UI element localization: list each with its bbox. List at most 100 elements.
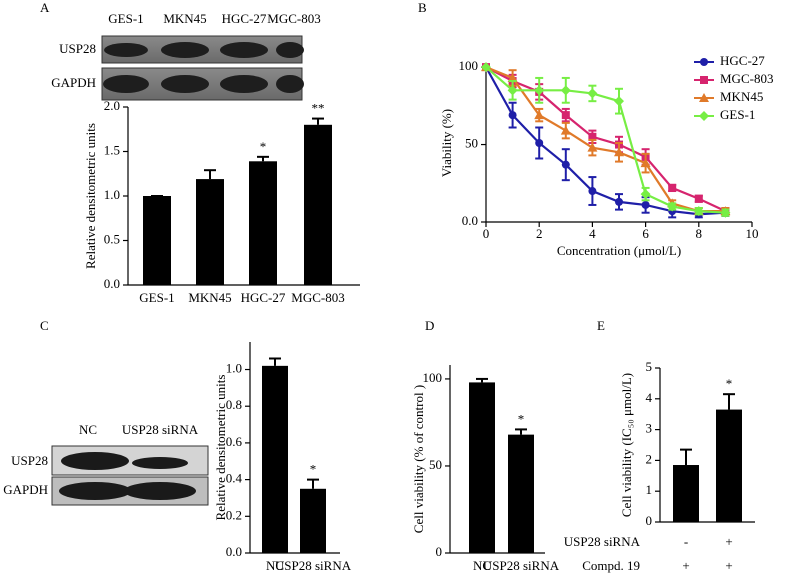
bar	[196, 179, 224, 285]
marker	[535, 139, 544, 147]
marker	[699, 93, 709, 102]
significance: *	[726, 376, 733, 391]
condition-mark: +	[725, 534, 732, 549]
marker	[507, 72, 518, 82]
marker	[587, 88, 598, 99]
marker	[587, 142, 598, 152]
lane-label: MGC-803	[267, 11, 320, 26]
condition-mark: +	[725, 558, 732, 573]
y-tick-label: 1.5	[104, 142, 120, 157]
legend-label: MGC-803	[720, 71, 773, 86]
y-axis-label: Relative densitometric units	[213, 375, 228, 521]
series-line	[485, 66, 726, 216]
panel-label: C	[40, 318, 49, 333]
bar	[508, 434, 534, 553]
marker	[699, 111, 709, 121]
marker	[614, 147, 624, 157]
y-tick-label: 0	[646, 513, 653, 528]
series-line	[485, 66, 726, 213]
x-tick-label: 8	[696, 226, 703, 241]
y-tick-label: 2	[646, 451, 653, 466]
series-line	[485, 66, 726, 213]
y-axis-label: Cell viability (% of control )	[411, 385, 426, 533]
condition-mark: +	[682, 558, 689, 573]
lane-label: NC	[79, 422, 97, 437]
marker	[588, 187, 597, 196]
y-tick-label: 100	[459, 58, 479, 73]
marker	[614, 96, 624, 107]
y-tick-label: 0.0	[226, 544, 242, 559]
marker	[588, 132, 597, 141]
condition-label: USP28 siRNA	[564, 534, 641, 549]
significance: *	[518, 411, 525, 426]
marker	[615, 197, 623, 206]
marker	[700, 58, 708, 66]
y-tick-label: 1.0	[104, 187, 120, 202]
x-tick-label: 4	[589, 226, 596, 241]
condition-mark: -	[684, 534, 688, 549]
marker	[668, 183, 677, 192]
marker	[720, 207, 731, 218]
y-tick-label: 5	[646, 359, 653, 374]
y-tick-label: 0.0	[104, 276, 120, 291]
bar	[469, 382, 495, 553]
bar	[716, 409, 742, 522]
y-tick-label: 50	[465, 136, 478, 151]
row-label: USP28	[59, 41, 96, 56]
x-tick-label: NC	[266, 558, 284, 573]
x-tick-label: 2	[536, 226, 543, 241]
marker	[693, 206, 704, 217]
panel-label: A	[40, 0, 50, 15]
marker	[508, 111, 517, 120]
row-label: USP28	[11, 453, 48, 468]
bar	[300, 488, 326, 553]
lane-label: HGC-27	[222, 11, 267, 26]
y-tick-label: 0.2	[226, 507, 242, 522]
row-label: GAPDH	[3, 482, 48, 497]
marker	[641, 200, 650, 209]
y-tick-label: 100	[423, 370, 443, 385]
bar	[262, 365, 288, 553]
marker	[700, 76, 708, 84]
x-tick-label: USP28 siRNA	[275, 558, 352, 573]
y-tick-label: 2.0	[104, 98, 120, 113]
y-tick-label: 0.8	[226, 397, 242, 412]
x-tick-label: MGC-803	[291, 290, 344, 305]
legend-label: MKN45	[720, 89, 763, 104]
y-tick-label: 50	[429, 457, 442, 472]
lane-label: GES-1	[108, 11, 143, 26]
marker	[534, 85, 545, 96]
bar	[673, 465, 699, 522]
x-tick-label: NC	[473, 558, 491, 573]
marker	[481, 62, 491, 73]
marker	[534, 110, 545, 120]
bar	[304, 124, 332, 285]
y-tick-label: 1	[646, 482, 653, 497]
x-tick-label: GES-1	[139, 290, 174, 305]
series-line	[485, 66, 726, 214]
panel-label: B	[418, 0, 427, 15]
marker	[507, 85, 518, 96]
y-axis-label: Cell viability (IC₅₀ μmol/L)	[619, 373, 634, 517]
x-axis-label: Concentration (μmol/L)	[557, 243, 681, 258]
y-tick-label: 3	[646, 421, 653, 436]
significance: **	[312, 101, 325, 116]
x-tick-label: USP28 siRNA	[483, 558, 560, 573]
y-tick-label: 0.0	[462, 213, 478, 228]
x-tick-label: 10	[746, 226, 759, 241]
panel-label: E	[597, 318, 605, 333]
condition-label: Compd. 19	[582, 558, 640, 573]
y-tick-label: 0	[436, 544, 443, 559]
significance: *	[260, 139, 267, 154]
y-tick-label: 0.6	[226, 434, 243, 449]
marker	[640, 158, 651, 168]
marker	[560, 125, 571, 135]
legend-label: HGC-27	[720, 53, 765, 68]
x-tick-label: HGC-27	[241, 290, 286, 305]
significance: *	[310, 462, 317, 477]
y-tick-label: 4	[646, 390, 653, 405]
marker	[667, 201, 678, 212]
y-tick-label: 0.4	[226, 471, 243, 486]
marker	[561, 160, 570, 169]
